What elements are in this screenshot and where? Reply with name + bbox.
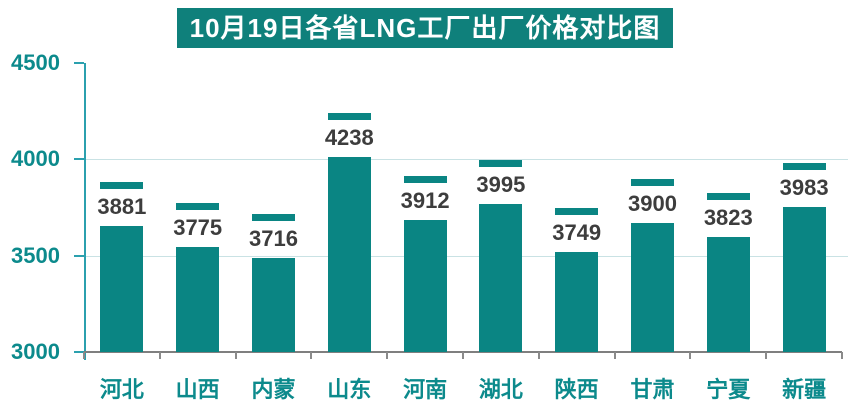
bar (631, 222, 674, 352)
y-axis-tick (74, 62, 84, 64)
x-axis-tick (234, 352, 237, 359)
y-axis-line (84, 63, 86, 360)
bar (782, 206, 826, 352)
y-axis-tick-label: 4000 (11, 146, 60, 172)
x-axis-tick (462, 352, 464, 359)
bar-cap (782, 162, 826, 170)
bar (555, 251, 599, 352)
bar-cap (555, 207, 599, 215)
bar-cap (631, 178, 674, 186)
bar-cap (176, 202, 220, 210)
bar-value-label: 3995 (476, 172, 526, 198)
category-label: 河北 (99, 377, 144, 402)
x-axis-tick (841, 352, 843, 359)
x-axis-tick (158, 352, 161, 359)
category-label: 湖北 (478, 377, 523, 402)
bar (403, 220, 447, 352)
y-axis-tick-label: 3000 (11, 339, 60, 364)
category-label: 甘肃 (630, 377, 675, 402)
bar (327, 157, 371, 352)
category-label: 河南 (403, 377, 448, 402)
bar-value-label: 4238 (324, 125, 374, 151)
bar (706, 237, 750, 352)
bar (100, 226, 144, 352)
category-label: 宁夏 (706, 377, 751, 402)
gridline-4000 (84, 159, 848, 161)
bar-value-label: 3900 (628, 190, 677, 216)
y-axis-tick (74, 254, 84, 257)
category-label: 陕西 (554, 377, 599, 402)
bar-value-label: 3775 (173, 214, 223, 240)
x-axis-tick (83, 352, 85, 359)
bar-cap (327, 113, 371, 121)
category-label: 内蒙 (251, 377, 296, 402)
bar-cap (479, 160, 523, 168)
title-row: 10月19日各省LNG工厂出厂价格对比图 (0, 8, 850, 48)
x-axis-tick (310, 352, 313, 359)
bar (176, 246, 220, 352)
bar (479, 204, 523, 352)
chart-title: 10月19日各省LNG工厂出厂价格对比图 (176, 8, 674, 48)
y-axis-tick-label: 4500 (11, 50, 60, 75)
bar-value-label: 3912 (400, 188, 450, 214)
category-label: 山东 (327, 377, 372, 402)
y-axis-tick-label: 3500 (11, 242, 60, 268)
bar-cap (252, 214, 295, 222)
bar (252, 258, 295, 352)
bar-cap (706, 193, 750, 201)
x-axis-tick (537, 352, 540, 359)
bar-value-label: 3716 (249, 226, 298, 252)
y-axis-tick (74, 351, 84, 353)
bar-value-label: 3983 (779, 174, 829, 200)
y-axis-tick (74, 158, 84, 161)
x-axis-tick (689, 352, 692, 359)
x-axis-tick (765, 352, 768, 359)
category-label: 山西 (175, 377, 220, 402)
bar-value-label: 3881 (97, 194, 147, 220)
bar-value-label: 3823 (703, 205, 753, 231)
bar-cap (403, 176, 447, 184)
bar-value-label: 3749 (552, 219, 602, 245)
gridline-3500 (84, 255, 848, 257)
category-label: 新疆 (782, 377, 827, 402)
x-axis-tick (386, 352, 389, 359)
bar-cap (100, 182, 144, 190)
x-axis-tick (613, 352, 616, 359)
